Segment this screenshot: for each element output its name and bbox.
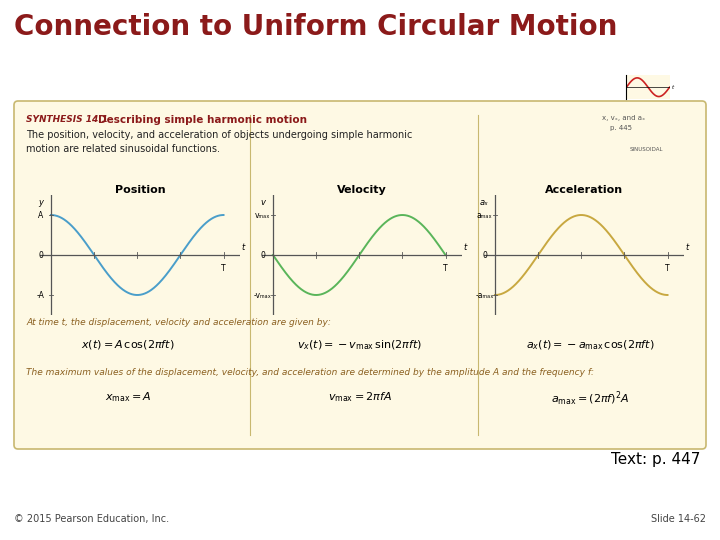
Text: t: t (672, 85, 674, 90)
Text: The position, velocity, and acceleration of objects undergoing simple harmonic
m: The position, velocity, and acceleration… (26, 130, 413, 154)
Text: T: T (665, 264, 670, 273)
Text: 0: 0 (38, 251, 43, 260)
Text: T: T (444, 264, 448, 273)
Text: aₓ: aₓ (480, 198, 489, 207)
Text: t: t (241, 243, 245, 252)
Text: vₘₐₓ: vₘₐₓ (255, 211, 270, 219)
Text: Connection to Uniform Circular Motion: Connection to Uniform Circular Motion (14, 13, 617, 41)
Text: t: t (685, 243, 688, 252)
Text: -vₘₐₓ: -vₘₐₓ (253, 291, 271, 300)
Title: Velocity: Velocity (337, 185, 387, 195)
Text: A: A (38, 211, 43, 219)
Text: $a_x(t) = -a_{\rm max}\,\cos(2\pi ft)$: $a_x(t) = -a_{\rm max}\,\cos(2\pi ft)$ (526, 338, 654, 352)
Text: Text: p. 447: Text: p. 447 (611, 452, 700, 467)
Text: At time t, the displacement, velocity and acceleration are given by:: At time t, the displacement, velocity an… (26, 318, 331, 327)
Text: $a_{\rm max} = (2\pi f)^2 A$: $a_{\rm max} = (2\pi f)^2 A$ (551, 390, 629, 408)
Text: © 2015 Pearson Education, Inc.: © 2015 Pearson Education, Inc. (14, 514, 169, 524)
Text: aₘₐₓ: aₘₐₓ (477, 211, 492, 219)
Text: $v_{\rm max} = 2\pi fA$: $v_{\rm max} = 2\pi fA$ (328, 390, 392, 404)
Title: Acceleration: Acceleration (545, 185, 623, 195)
Title: Position: Position (114, 185, 166, 195)
FancyBboxPatch shape (14, 101, 706, 449)
Text: 0: 0 (482, 251, 487, 260)
Text: p. 445: p. 445 (610, 125, 632, 131)
Text: y: y (38, 198, 43, 207)
Text: 0: 0 (260, 251, 265, 260)
Text: t: t (464, 243, 467, 252)
Text: T: T (221, 264, 226, 273)
Text: $v_x(t) = -v_{\rm max}\,\sin(2\pi ft)$: $v_x(t) = -v_{\rm max}\,\sin(2\pi ft)$ (297, 338, 423, 352)
Text: $x(t) = A\,\cos(2\pi ft)$: $x(t) = A\,\cos(2\pi ft)$ (81, 338, 175, 351)
Text: x, vₓ, and aₓ: x, vₓ, and aₓ (602, 115, 645, 121)
Text: SINUSOIDAL: SINUSOIDAL (630, 147, 664, 152)
Text: Describing simple harmonic motion: Describing simple harmonic motion (98, 115, 307, 125)
Text: -A: -A (37, 291, 45, 300)
Text: SYNTHESIS 14.1: SYNTHESIS 14.1 (26, 115, 108, 124)
Text: $x_{\rm max} = A$: $x_{\rm max} = A$ (104, 390, 151, 404)
Text: -aₘₐₓ: -aₘₐₓ (475, 291, 494, 300)
Text: v: v (260, 198, 265, 207)
Text: Slide 14-62: Slide 14-62 (651, 514, 706, 524)
Text: The maximum values of the displacement, velocity, and acceleration are determine: The maximum values of the displacement, … (26, 368, 594, 377)
